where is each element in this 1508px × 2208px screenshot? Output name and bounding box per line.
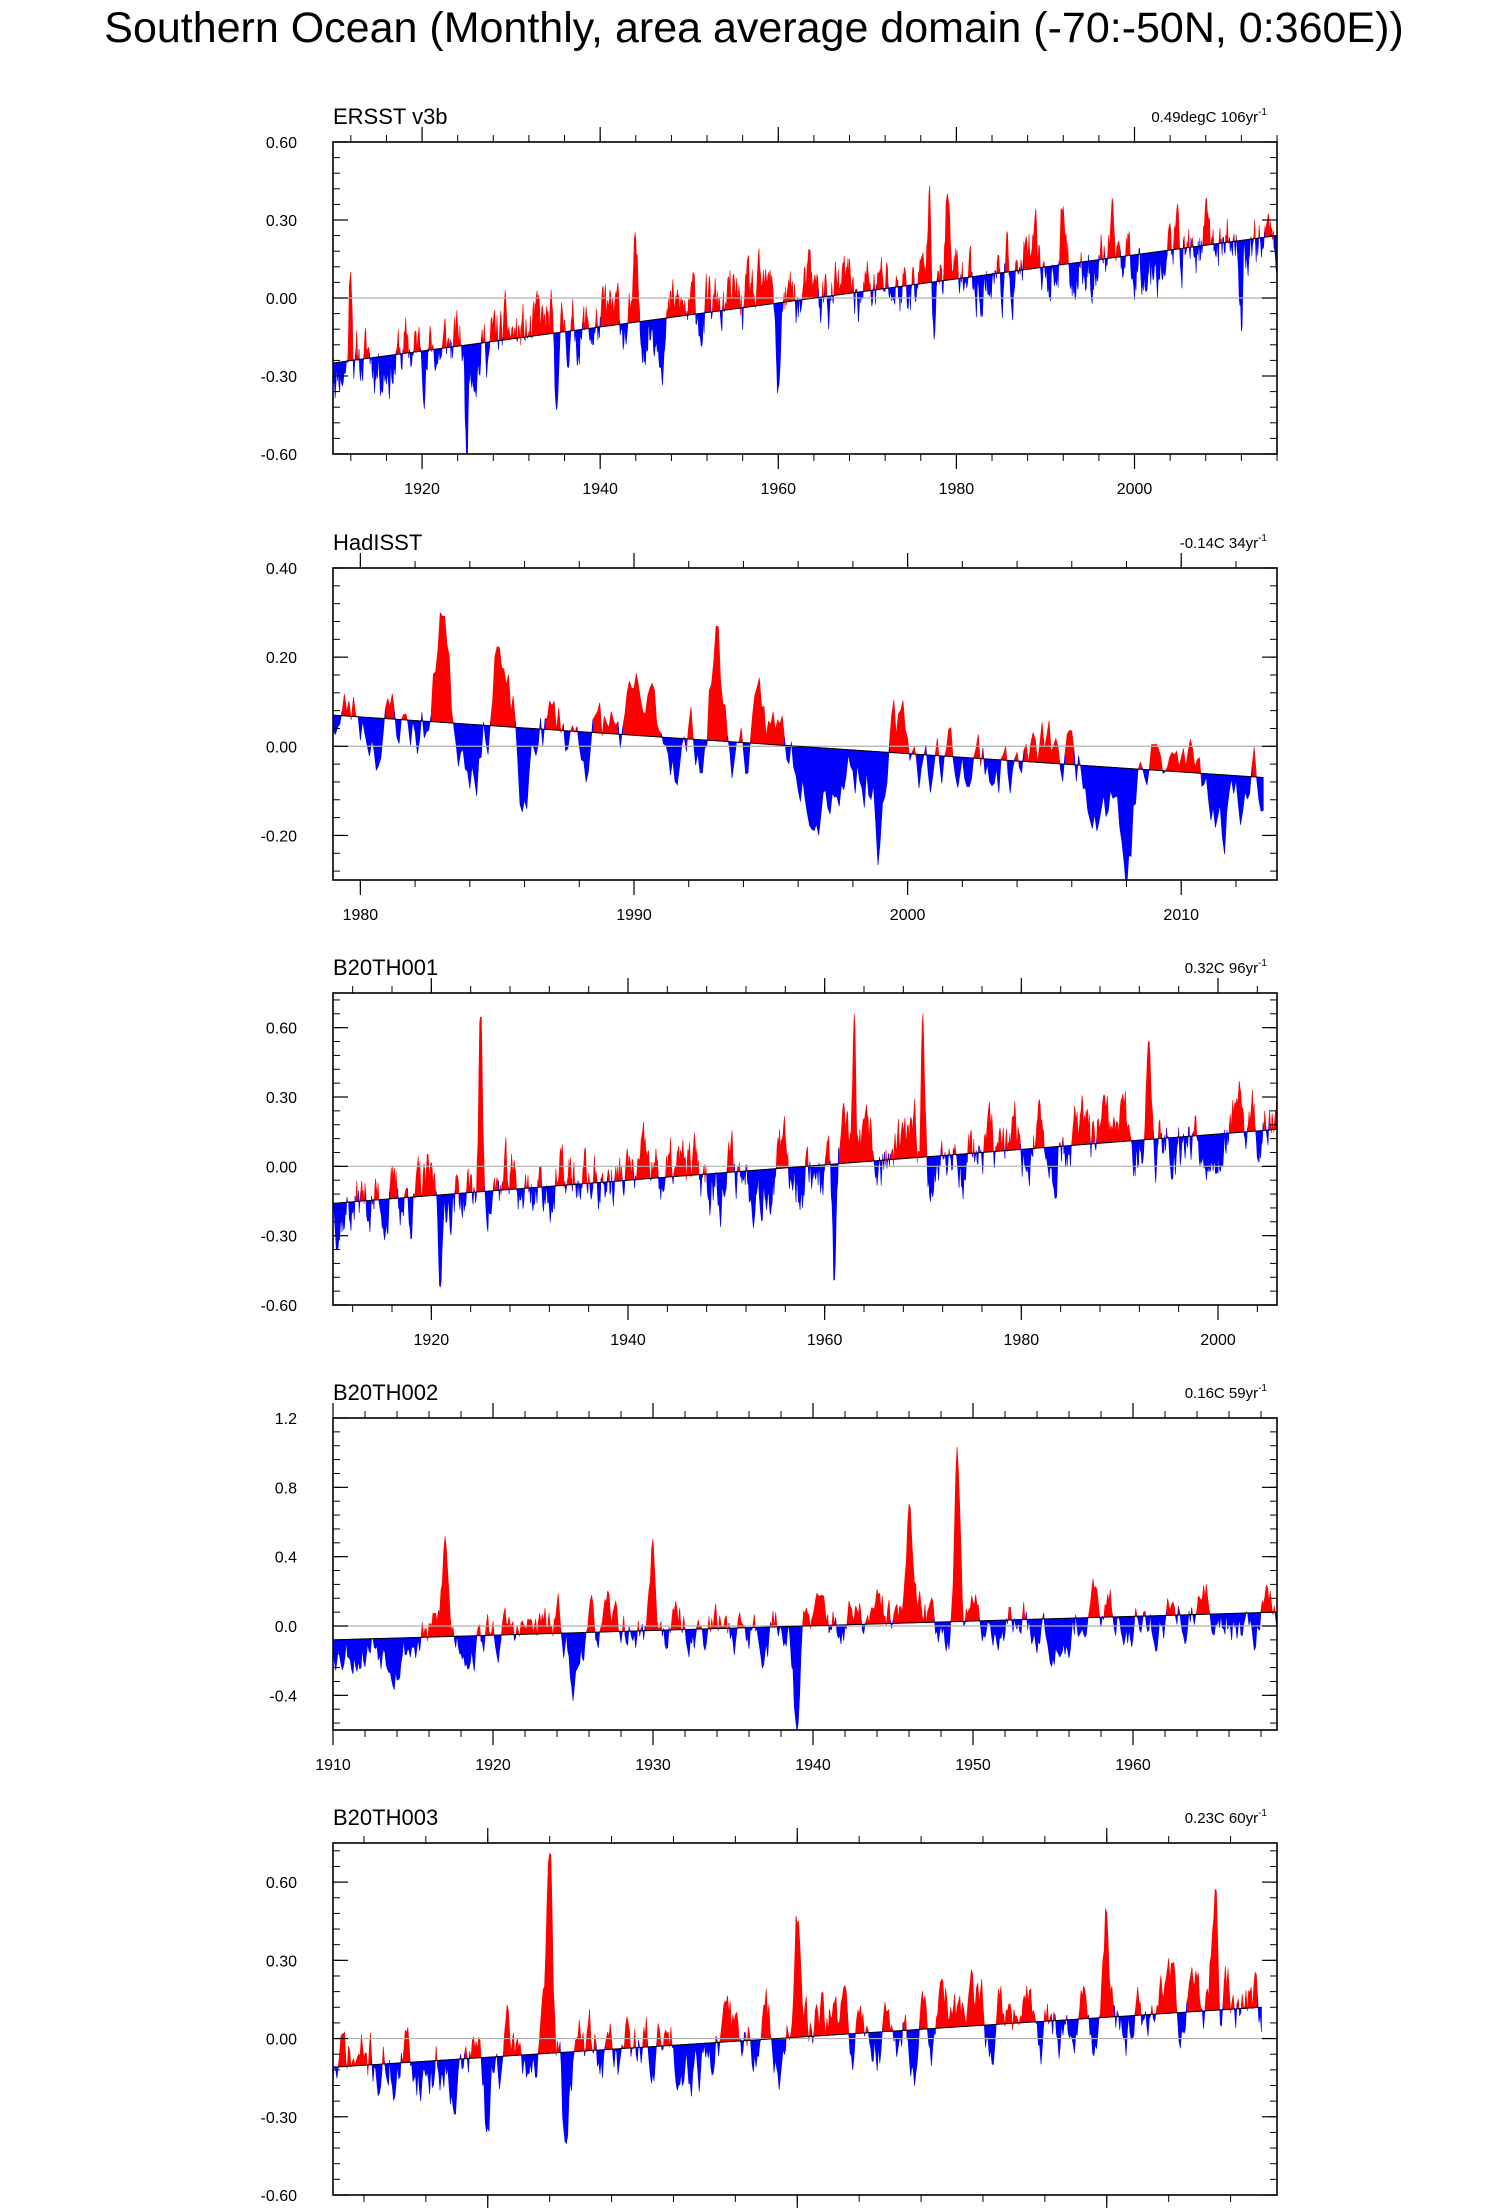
- negative-anomaly-fill: [333, 230, 1277, 454]
- panel-title: B20TH002: [333, 1380, 438, 1405]
- x-tick-label: 1920: [414, 1332, 450, 1349]
- trend-label: 0.16C 59yr-1: [1185, 1383, 1268, 1402]
- trend-line: [332, 1128, 1278, 1204]
- panel-4: 1910 1920 1930 1940 1950 1960 -0.4 0.0 0.4 0.8 1.2…: [269, 1380, 1278, 1774]
- panel-title: B20TH003: [333, 1805, 438, 1830]
- y-tick-label: 0.00: [266, 739, 297, 756]
- y-tick-label: 0.20: [266, 650, 297, 667]
- y-tick-label: 0.4: [275, 1550, 297, 1567]
- x-tick-label: 2010: [1163, 907, 1199, 924]
- y-tick-label: -0.30: [261, 2110, 298, 2127]
- x-tick-label: 1930: [635, 1757, 671, 1774]
- panel-2: 1980 1990 2000 2010 -0.20 0.00 0.20 0.40 HadISST…: [261, 530, 1278, 924]
- x-tick-label: 1910: [315, 1757, 351, 1774]
- y-tick-label: 0.30: [266, 1090, 297, 1107]
- panel-5: 192019401960-0.60-0.300.000.300.60B20TH0…: [261, 1805, 1278, 2208]
- trend-line: [332, 235, 1278, 364]
- panel-title: ERSST v3b: [333, 104, 448, 129]
- y-tick-label: 1.2: [275, 1411, 297, 1428]
- y-tick-label: -0.30: [261, 1229, 298, 1246]
- y-tick-label: -0.60: [261, 2188, 298, 2205]
- x-tick-label: 1960: [760, 481, 796, 498]
- y-tick-label: 0.60: [266, 135, 297, 152]
- y-tick-label: 0.60: [266, 1875, 297, 1892]
- negative-anomaly-fill: [333, 708, 1264, 880]
- x-tick-label: 1990: [616, 907, 652, 924]
- x-tick-label: 2000: [1200, 1332, 1236, 1349]
- x-tick-label: 1950: [955, 1757, 991, 1774]
- y-tick-label: 0.8: [275, 1480, 297, 1497]
- x-tick-label: 1960: [1115, 1757, 1151, 1774]
- x-tick-label: 2000: [890, 907, 926, 924]
- plot-frame: [332, 1842, 1278, 2196]
- y-tick-label: -0.30: [261, 369, 298, 386]
- trend-label: 0.23C 60yr-1: [1185, 1808, 1268, 1827]
- panel-title: HadISST: [333, 530, 422, 555]
- x-tick-label: 1940: [610, 1332, 646, 1349]
- y-tick-label: 0.0: [275, 1619, 297, 1636]
- x-tick-label: 1920: [475, 1757, 511, 1774]
- x-tick-label: 1920: [404, 481, 440, 498]
- x-tick-label: 1980: [939, 481, 975, 498]
- x-tick-label: 1940: [795, 1757, 831, 1774]
- x-tick-label: 1960: [807, 1332, 843, 1349]
- y-tick-label: -0.20: [261, 828, 298, 845]
- x-tick-label: 2000: [1117, 481, 1153, 498]
- panel-3: 1920 1940 1960 1980 2000 -0.60 -0.30 0.00 0.30 0.…: [261, 955, 1278, 1349]
- trend-line: [332, 2006, 1262, 2068]
- y-tick-label: 0.30: [266, 213, 297, 230]
- plot-frame: [332, 567, 1278, 881]
- panel-title: B20TH001: [333, 955, 438, 980]
- y-tick-label: 0.00: [266, 291, 297, 308]
- x-tick-label: 1940: [582, 481, 618, 498]
- positive-anomaly-fill: [337, 1852, 1258, 2076]
- trend-label: 0.32C 96yr-1: [1185, 958, 1268, 977]
- trend-line: [332, 1611, 1278, 1641]
- y-tick-label: -0.60: [261, 1298, 298, 1315]
- y-tick-label: -0.4: [269, 1688, 297, 1705]
- negative-anomaly-fill: [333, 1122, 1270, 1288]
- plot-frame: [332, 992, 1278, 1306]
- y-tick-label: 0.30: [266, 1953, 297, 1970]
- y-tick-label: 0.00: [266, 2032, 297, 2049]
- positive-anomaly-fill: [371, 1446, 1276, 1642]
- y-tick-label: -0.60: [261, 447, 298, 464]
- y-tick-label: 0.00: [266, 1159, 297, 1176]
- x-tick-label: 1980: [343, 907, 379, 924]
- main-title: Southern Ocean (Monthly, area average do…: [104, 4, 1404, 52]
- x-tick-label: 1980: [1004, 1332, 1040, 1349]
- panel-1: 1920 1940 1960 1980 2000 -0.60 -0.30 0.00 0.30 0.…: [261, 104, 1278, 498]
- trend-label: 0.49degC 106yr-1: [1151, 107, 1267, 126]
- plot-frame: [332, 1417, 1278, 1731]
- trend-line: [332, 714, 1264, 778]
- trend-label: -0.14C 34yr-1: [1180, 533, 1268, 552]
- y-tick-label: 0.60: [266, 1021, 297, 1038]
- y-tick-label: 0.40: [266, 561, 297, 578]
